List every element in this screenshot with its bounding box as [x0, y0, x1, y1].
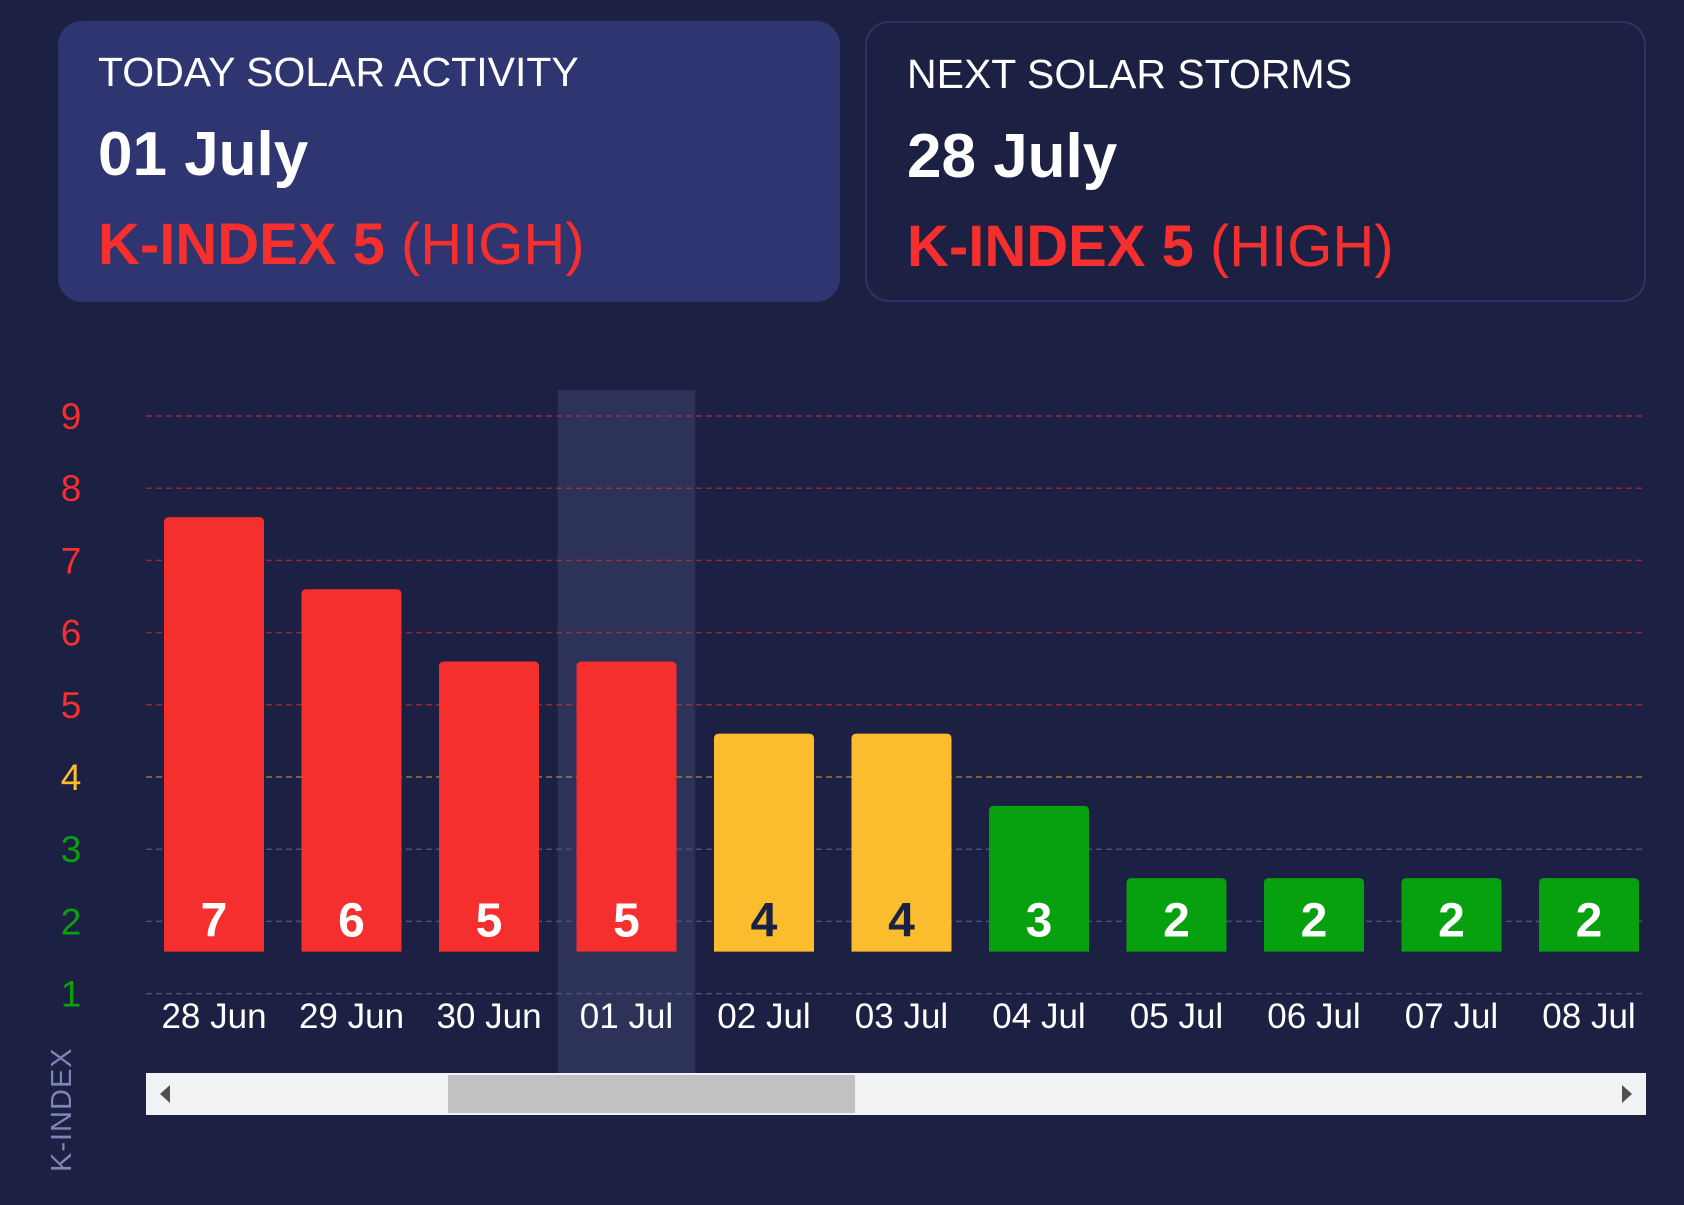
y-tick-label-3: 3	[61, 829, 82, 870]
bar-02 Jul[interactable]	[714, 733, 814, 952]
x-tick-label-05 Jul: 05 Jul	[1130, 997, 1223, 1036]
x-tick-label-04 Jul: 04 Jul	[992, 997, 1085, 1036]
bar-data-label-07 Jul: 2	[1438, 895, 1465, 948]
x-tick-label-06 Jul: 06 Jul	[1267, 997, 1360, 1036]
today-solar-activity-card: TODAY SOLAR ACTIVITY 01 July K-INDEX 5 (…	[58, 21, 840, 302]
bar-data-label-05 Jul: 2	[1163, 895, 1190, 948]
bar-07 Jul[interactable]	[1401, 878, 1502, 952]
bar-03 Jul[interactable]	[851, 733, 952, 952]
bar-04 Jul[interactable]	[989, 805, 1089, 952]
bar-data-label-03 Jul: 4	[888, 895, 915, 948]
next-card-kindex: K-INDEX 5 (HIGH)	[907, 213, 1394, 280]
bar-data-label-28 Jun: 7	[201, 895, 228, 948]
today-card-kindex: K-INDEX 5 (HIGH)	[98, 211, 585, 278]
bar-29 Jun[interactable]	[301, 589, 402, 952]
x-tick-label-03 Jul: 03 Jul	[855, 997, 948, 1036]
bar-05 Jul[interactable]	[1126, 878, 1227, 952]
bar-01 Jul[interactable]	[576, 661, 677, 952]
x-tick-label-08 Jul: 08 Jul	[1542, 997, 1635, 1036]
x-tick-label-30 Jun: 30 Jun	[436, 997, 541, 1036]
x-tick-label-02 Jul: 02 Jul	[717, 997, 810, 1036]
bar-30 Jun[interactable]	[439, 661, 539, 952]
bar-data-label-01 Jul: 5	[613, 895, 640, 948]
next-kindex-value: K-INDEX 5	[907, 214, 1194, 279]
y-tick-label-5: 5	[61, 685, 82, 726]
y-tick-label-8: 8	[61, 468, 82, 509]
bar-08 Jul[interactable]	[1539, 878, 1639, 952]
y-tick-label-6: 6	[61, 613, 82, 654]
bar-06 Jul[interactable]	[1264, 878, 1364, 952]
y-tick-label-2: 2	[61, 901, 82, 942]
bar-data-label-29 Jun: 6	[338, 895, 365, 948]
bar-data-label-06 Jul: 2	[1301, 895, 1328, 948]
y-tick-label-4: 4	[61, 757, 82, 798]
y-tick-label-1: 1	[61, 974, 82, 1015]
y-tick-label-9: 9	[61, 396, 82, 437]
bar-data-label-30 Jun: 5	[476, 895, 503, 948]
scroll-left-arrow-icon[interactable]	[160, 1085, 170, 1103]
x-tick-label-07 Jul: 07 Jul	[1405, 997, 1498, 1036]
today-kindex-level: (HIGH)	[400, 212, 585, 277]
kindex-bar-chart: 1 2 3 4 5 6 7 8 9 7 6 5 5 4 4 3 2 2 2 2 28 Jun 29 Jun 30 Jun…	[61, 390, 1646, 1073]
x-tick-label-01 Jul: 01 Jul	[580, 997, 673, 1036]
today-card-date: 01 July	[98, 120, 309, 189]
y-tick-label-7: 7	[61, 540, 82, 581]
bar-data-label-04 Jul: 3	[1026, 895, 1053, 948]
scrollbar-thumb[interactable]	[448, 1075, 855, 1113]
next-card-title: NEXT SOLAR STORMS	[907, 51, 1353, 97]
today-kindex-value: K-INDEX 5	[98, 212, 385, 277]
next-card-date: 28 July	[907, 122, 1118, 191]
chart-horizontal-scrollbar[interactable]	[146, 1073, 1646, 1115]
bar-data-label-02 Jul: 4	[751, 895, 778, 948]
x-tick-label-28 Jun: 28 Jun	[161, 997, 266, 1036]
next-kindex-level: (HIGH)	[1209, 214, 1394, 279]
bar-data-label-08 Jul: 2	[1576, 895, 1603, 948]
today-card-title: TODAY SOLAR ACTIVITY	[98, 49, 579, 95]
scroll-right-arrow-icon[interactable]	[1622, 1085, 1632, 1103]
next-solar-storms-card: NEXT SOLAR STORMS 28 July K-INDEX 5 (HIG…	[865, 21, 1646, 302]
bar-28 Jun[interactable]	[164, 517, 264, 952]
y-axis-title: K-INDEX	[46, 1047, 78, 1172]
x-tick-label-29 Jun: 29 Jun	[299, 997, 404, 1036]
